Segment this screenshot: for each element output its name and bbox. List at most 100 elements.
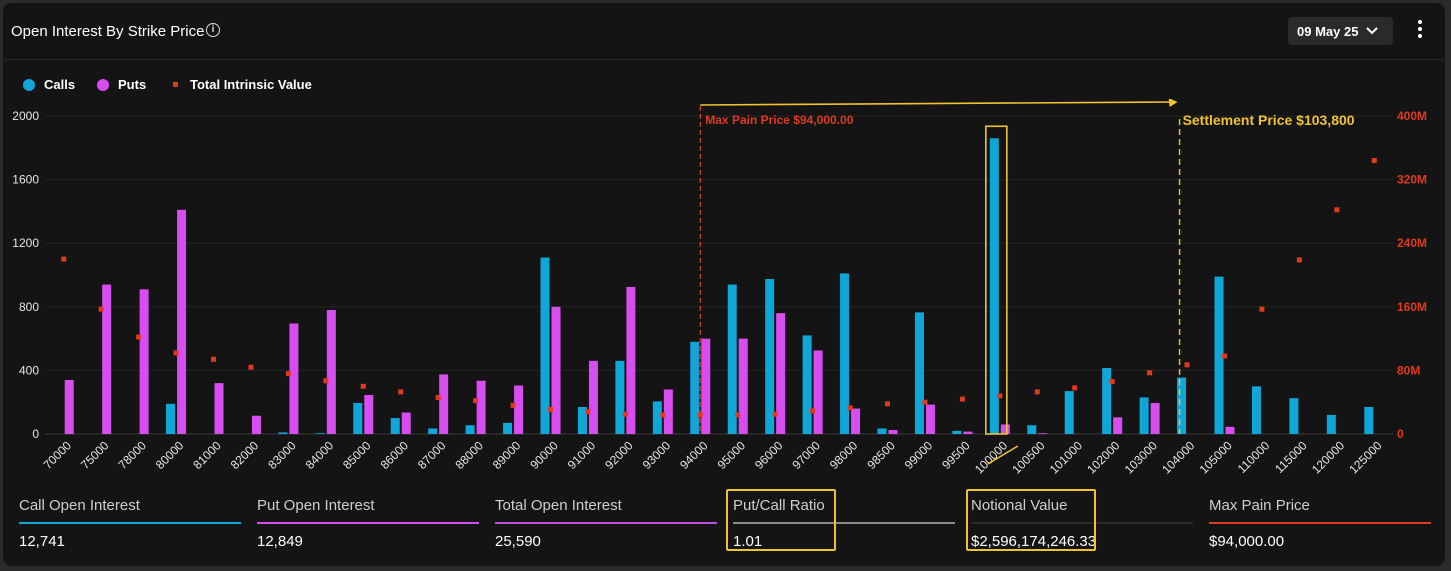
x-tick-label: 86000 — [378, 438, 412, 472]
y-left-tick-label: 0 — [32, 427, 39, 441]
put-bar — [588, 360, 598, 434]
call-bar — [652, 401, 662, 434]
stat-underline — [257, 522, 479, 524]
intrinsic-point — [772, 411, 778, 417]
intrinsic-point — [548, 406, 553, 412]
x-tick-label: 101000 — [1047, 438, 1085, 476]
stat-underline — [1209, 522, 1431, 524]
put-bar — [1000, 424, 1010, 434]
intrinsic-point — [847, 405, 853, 411]
stat-label: Total Open Interest — [495, 497, 622, 514]
call-bar — [1214, 276, 1224, 434]
puts-swatch-icon — [97, 79, 109, 91]
intrinsic-point — [997, 393, 1003, 399]
info-icon[interactable]: i — [206, 23, 220, 37]
x-tick-label: 81000 — [190, 438, 224, 472]
x-tick-label: 115000 — [1272, 438, 1310, 476]
expiry-date-dropdown[interactable]: 09 May 25 — [1288, 17, 1393, 45]
intrinsic-point — [473, 398, 479, 404]
stat-underline — [733, 522, 955, 524]
x-tick-label: 99000 — [902, 438, 936, 472]
y-left-tick-label: 400 — [19, 363, 39, 377]
call-bar — [1102, 368, 1112, 434]
intrinsic-point — [61, 256, 67, 262]
stat-value: 25,590 — [495, 533, 541, 550]
call-bar — [802, 335, 812, 434]
x-tick-label: 100000 — [972, 438, 1010, 476]
x-tick-label: 92000 — [602, 438, 636, 472]
x-tick-label: 105000 — [1197, 438, 1235, 476]
intrinsic-point — [510, 402, 516, 408]
y-right-tick-label: 240M — [1397, 236, 1427, 250]
stat-label: Notional Value — [971, 497, 1068, 514]
x-tick-label: 87000 — [415, 438, 449, 472]
more-options-icon[interactable] — [1413, 20, 1427, 42]
x-tick-label: 95000 — [715, 438, 749, 472]
x-tick-label: 100500 — [1009, 438, 1047, 476]
put-bar — [1113, 417, 1123, 434]
call-bar — [465, 425, 475, 434]
call-bar — [1326, 414, 1336, 434]
put-bar — [401, 412, 411, 434]
put-bar — [626, 286, 636, 434]
intrinsic-point — [211, 356, 216, 362]
x-tick-label: 70000 — [41, 438, 75, 472]
x-tick-label: 83000 — [265, 438, 299, 472]
x-tick-label: 110000 — [1235, 438, 1273, 476]
call-bar — [353, 402, 363, 434]
x-tick-label: 80000 — [153, 438, 187, 472]
put-bar — [888, 430, 898, 434]
y-right-tick-label: 320M — [1397, 173, 1427, 187]
stat-value: $2,596,174,246.33 — [971, 533, 1097, 550]
max-pain-label: Max Pain Price $94,000.00 — [705, 113, 853, 127]
intrinsic-point — [959, 396, 965, 402]
y-left-tick-label: 1200 — [12, 236, 39, 250]
put-bar — [776, 313, 786, 434]
call-bar — [1364, 406, 1374, 434]
x-tick-label: 99500 — [939, 438, 973, 472]
put-bar — [813, 350, 823, 434]
y-right-tick-label: 400M — [1397, 109, 1427, 123]
stat-value: 1.01 — [733, 533, 763, 550]
chevron-down-icon — [1366, 27, 1378, 35]
intrinsic-point — [735, 412, 741, 418]
call-bar — [503, 422, 513, 434]
call-bar — [1027, 425, 1037, 434]
x-tick-label: 98000 — [827, 438, 861, 472]
stats-row: Call Open Interest 12,741 Put Open Inter… — [3, 489, 1445, 561]
intrinsic-point — [173, 350, 179, 356]
call-bar — [1289, 398, 1299, 434]
x-tick-label: 98500 — [864, 438, 898, 472]
intrinsic-point — [248, 364, 254, 370]
put-bar — [1225, 426, 1235, 434]
put-bar — [476, 380, 486, 434]
intrinsic-point — [1296, 257, 1302, 263]
call-bar — [1064, 391, 1074, 434]
put-bar — [64, 379, 74, 434]
intrinsic-point — [1184, 362, 1190, 368]
x-tick-label: 125000 — [1346, 438, 1384, 476]
put-bar — [439, 374, 449, 434]
intrinsic-point — [810, 408, 816, 414]
x-tick-label: 103000 — [1122, 438, 1160, 476]
call-bar — [166, 403, 176, 434]
stat-value: 12,849 — [257, 533, 303, 550]
intrinsic-point — [622, 411, 628, 417]
call-bar — [577, 406, 587, 434]
x-tick-label: 97000 — [789, 438, 823, 472]
oi-bar-chart: 0 400 800 1200 1600 2000 0 80M 160M 240M 320M 400M 7… — [12, 99, 1427, 477]
x-tick-label: 90000 — [527, 438, 561, 472]
call-bar — [1139, 397, 1149, 434]
intrinsic-point — [1334, 207, 1340, 213]
x-tick-label: 94000 — [677, 438, 711, 472]
put-bar — [663, 389, 673, 434]
x-tick-label: 104000 — [1159, 438, 1197, 476]
put-bar — [326, 309, 336, 434]
oi-panel: Open Interest By Strike Price i 09 May 2… — [3, 3, 1445, 566]
ratio-highlight-box — [726, 489, 836, 551]
call-bar — [877, 428, 887, 434]
settlement-arrow-line — [700, 101, 1172, 106]
put-bar — [364, 395, 374, 434]
put-bar — [102, 284, 112, 434]
settlement-arrowhead — [1168, 99, 1178, 107]
